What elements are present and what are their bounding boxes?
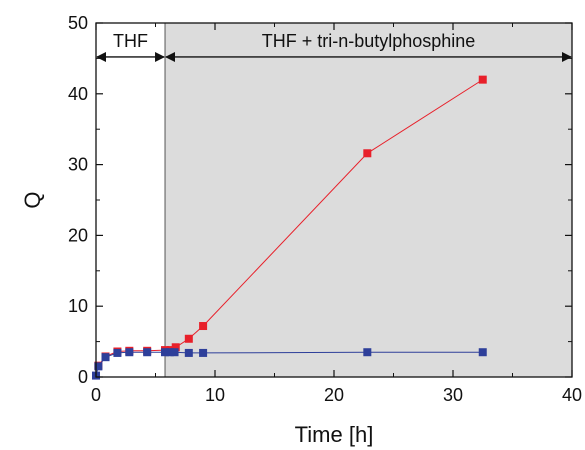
series-0-point-7 — [171, 343, 180, 352]
region-label-1: THF + tri-n-butylphosphine — [262, 31, 476, 51]
series-0-point-10 — [363, 149, 372, 158]
series-1-point-5 — [143, 348, 152, 357]
x-tick-label-4: 40 — [562, 385, 582, 405]
series-1-point-6 — [161, 348, 170, 357]
series-1-point-1 — [94, 362, 103, 371]
shaded-region — [165, 23, 572, 377]
shaded-region-layer — [164, 23, 572, 377]
region-label-0: THF — [113, 31, 148, 51]
series-1-point-12 — [478, 348, 487, 357]
x-tick-label-2: 20 — [324, 385, 344, 405]
series-1-point-9 — [184, 348, 193, 357]
x-tick-label-3: 30 — [443, 385, 463, 405]
y-tick-label-0: 0 — [78, 367, 88, 387]
series-1-point-2 — [101, 353, 110, 362]
y-tick-label-2: 20 — [68, 225, 88, 245]
series-1-point-10 — [199, 348, 208, 357]
series-0-point-8 — [184, 334, 193, 343]
series-1-point-7 — [165, 348, 174, 357]
y-tick-label-3: 30 — [68, 155, 88, 175]
y-tick-label-4: 40 — [68, 84, 88, 104]
x-tick-label-0: 0 — [91, 385, 101, 405]
y-tick-label-1: 10 — [68, 296, 88, 316]
x-tick-label-1: 10 — [205, 385, 225, 405]
series-0-point-11 — [478, 75, 487, 84]
y-tick-label-5: 50 — [68, 13, 88, 33]
series-1-point-8 — [170, 348, 179, 357]
series-1-point-4 — [125, 348, 134, 357]
annotation-layer: THF THF + tri-n-butylphosphine — [96, 31, 572, 62]
series-0-point-9 — [199, 322, 208, 331]
series-layer — [92, 75, 487, 380]
x-axis-title: Time [h] — [295, 422, 374, 447]
y-axis-title: Q — [20, 191, 45, 208]
series-1-point-3 — [113, 348, 122, 357]
axes-layer: 0 10 20 30 40 0 10 20 30 40 50 — [68, 13, 582, 405]
series-1-point-11 — [363, 348, 372, 357]
